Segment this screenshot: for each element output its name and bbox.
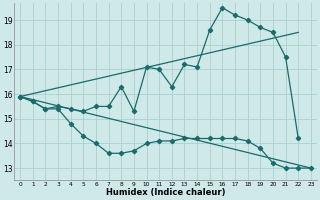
X-axis label: Humidex (Indice chaleur): Humidex (Indice chaleur) [106,188,225,197]
